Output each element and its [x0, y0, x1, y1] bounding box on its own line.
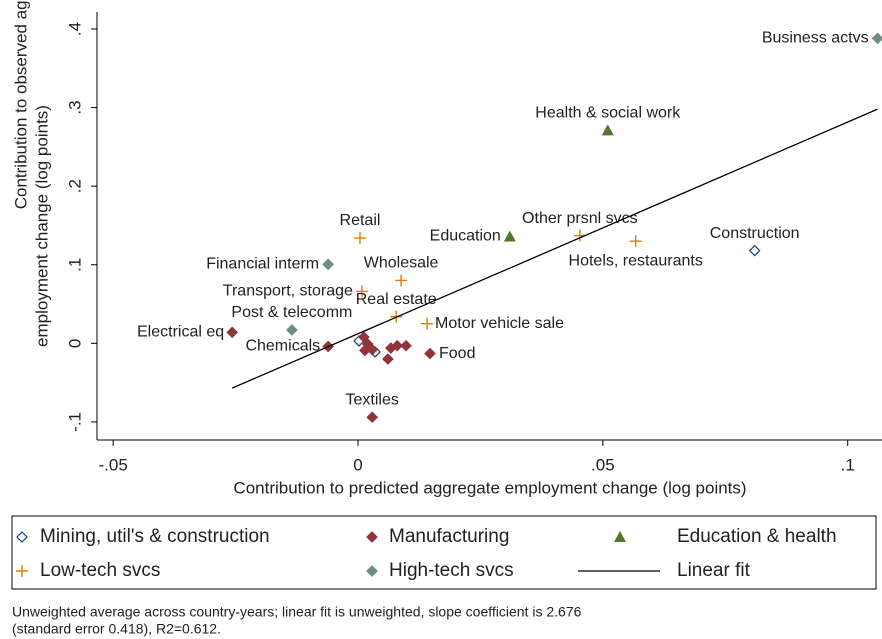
- legend-marker: [16, 531, 28, 543]
- legend-label: Mining, util's & construction: [40, 526, 270, 547]
- x-tick-label: .05: [591, 455, 615, 474]
- legend-label: Linear fit: [677, 560, 751, 581]
- point: [358, 331, 370, 343]
- point: [421, 317, 434, 330]
- point: [391, 339, 404, 352]
- point: [629, 235, 642, 248]
- y-tick-label: .2: [65, 179, 84, 193]
- point-label: Real estate: [356, 291, 437, 308]
- legend-marker: [366, 565, 378, 577]
- legend-marker: [16, 565, 28, 577]
- point: [395, 274, 408, 287]
- y-tick-label: 0: [65, 339, 84, 348]
- legend-label: High-tech svcs: [389, 560, 514, 581]
- point-label: Electrical eq: [137, 324, 224, 341]
- y-tick-label: -.1: [65, 412, 84, 432]
- point: [424, 347, 436, 360]
- point: [226, 326, 239, 339]
- y-axis-title: employment change (log points): [32, 105, 51, 347]
- y-tick-label: .3: [65, 100, 84, 114]
- point-label: Chemicals: [245, 338, 320, 355]
- point-label: Education: [430, 228, 501, 245]
- point: [366, 343, 379, 356]
- point: [400, 339, 412, 352]
- fit-line: [231, 108, 878, 389]
- point-label: Financial interm: [206, 256, 319, 273]
- point: [871, 32, 882, 45]
- point-label: Business actvs: [762, 30, 869, 47]
- point-label: Transport, storage: [223, 283, 353, 300]
- point: [353, 232, 366, 245]
- legend-label: Low-tech svcs: [40, 560, 160, 581]
- point: [355, 285, 368, 298]
- legend-label: Manufacturing: [389, 526, 509, 547]
- point-label: Wholesale: [364, 255, 439, 272]
- legend: [11, 515, 877, 590]
- note: Unweighted average across country-years;…: [12, 604, 582, 620]
- x-tick-label: .1: [841, 455, 855, 474]
- x-axis-title: Contribution to predicted aggregate empl…: [233, 478, 746, 497]
- point-label: Other prsnl svcs: [522, 210, 638, 227]
- note: (standard error 0.418), R2=0.612.: [12, 621, 221, 637]
- point-label: Health & social work: [535, 105, 681, 122]
- point: [366, 411, 379, 424]
- point-label: Textiles: [346, 391, 399, 408]
- point: [601, 124, 614, 136]
- point: [286, 324, 298, 336]
- legend-marker: [614, 531, 626, 542]
- point: [382, 353, 394, 365]
- point-label: Post & telecomm: [231, 304, 352, 321]
- legend-marker: [366, 531, 378, 543]
- point-label: Food: [439, 345, 475, 362]
- point-label: Retail: [340, 212, 381, 229]
- y-axis-title: Contribution to observed aggregate: [11, 0, 30, 209]
- point: [359, 344, 371, 357]
- y-tick-label: .1: [65, 258, 84, 272]
- point: [322, 258, 334, 271]
- point-label: Hotels, restaurants: [569, 252, 703, 269]
- x-tick-label: 0: [353, 455, 362, 474]
- point: [748, 244, 761, 257]
- point-label: Motor vehicle sale: [435, 315, 564, 332]
- point-label: Construction: [710, 225, 800, 242]
- y-tick-label: .4: [65, 22, 84, 36]
- legend-label: Education & health: [677, 526, 837, 547]
- x-tick-label: -.05: [99, 455, 128, 474]
- point: [503, 230, 516, 242]
